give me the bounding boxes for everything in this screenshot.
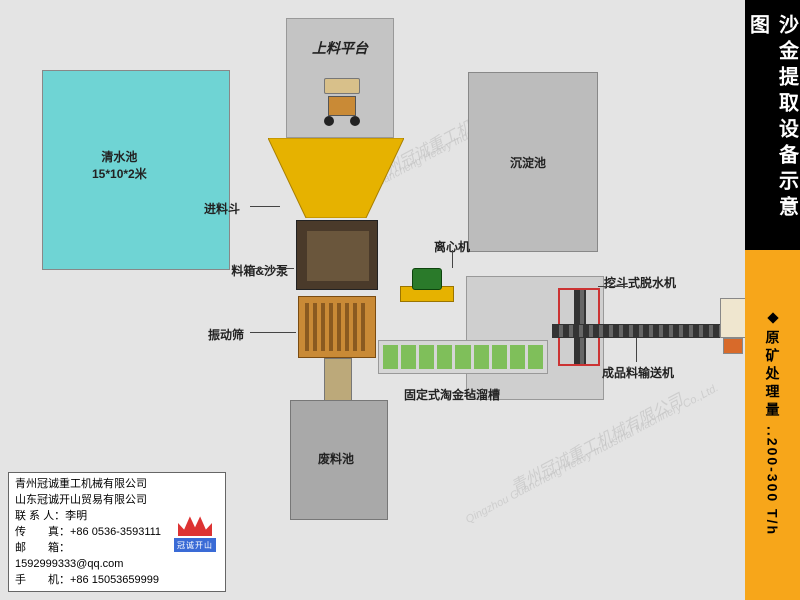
- crown-icon: [178, 514, 212, 536]
- chute: [324, 358, 352, 402]
- contact-text: 青州冠诚重工机械有限公司 山东冠诚开山贸易有限公司 联 系 人：李明 传 真：+…: [15, 477, 165, 589]
- company-1: 青州冠诚重工机械有限公司: [15, 477, 165, 493]
- diagram-subtitle: 原矿处理量 ..200-300 T/h: [745, 250, 800, 600]
- watermark: 青州冠诚重工机械有限公司: [506, 386, 687, 497]
- watermark: Qingzhou Guancheng Heavy Industrial Mach…: [464, 382, 721, 526]
- output-truck: [720, 298, 746, 356]
- leader-line: [250, 332, 296, 333]
- centrifuge: [400, 264, 454, 302]
- waste-label: 废料池: [318, 450, 354, 467]
- sediment-label: 沉淀池: [510, 154, 546, 171]
- diamond-icon: [767, 312, 778, 323]
- wheel-loader: [318, 78, 366, 128]
- company-logo: 冠诚开山: [171, 477, 219, 589]
- leader-line: [636, 338, 637, 362]
- product-conveyor: [552, 324, 726, 338]
- contact-fax-k: 传 真：: [15, 526, 70, 538]
- contact-mail-k: 邮 箱：: [15, 542, 70, 554]
- contact-fax-v: +86 0536-3593111: [70, 526, 161, 538]
- contact-phone-v: +86 15053659999: [70, 574, 159, 586]
- contact-phone-k: 手 机：: [15, 574, 70, 586]
- conveyor-label: 成品料输送机: [602, 364, 674, 381]
- sub-value: ..200-300 T/h: [765, 426, 781, 536]
- box-pump-label: 料箱&沙泵: [232, 262, 288, 279]
- contact-person-k: 联 系 人：: [15, 510, 65, 522]
- leader-line: [250, 268, 294, 269]
- vibrating-screen: [298, 296, 376, 358]
- platform-label: 上料平台: [312, 38, 368, 58]
- diagram-title: 沙金提取设备示意图: [745, 0, 800, 250]
- title-strip: 沙金提取设备示意图 原矿处理量 ..200-300 T/h: [745, 0, 800, 600]
- sluice-label: 固定式淘金毡溜槽: [404, 386, 500, 403]
- contact-card: 青州冠诚重工机械有限公司 山东冠诚开山贸易有限公司 联 系 人：李明 传 真：+…: [8, 472, 226, 592]
- feed-hopper: [268, 138, 404, 218]
- dewater-label: 挖斗式脱水机: [604, 274, 676, 291]
- contact-person-v: 李明: [65, 510, 87, 522]
- logo-text: 冠诚开山: [174, 538, 216, 552]
- clear-water-label: 清水池 15*10*2米: [92, 148, 147, 182]
- material-box-sand-pump: [296, 220, 378, 290]
- leader-line: [452, 250, 453, 268]
- contact-mail-v: 1592999333@qq.com: [15, 558, 123, 570]
- leader-line: [250, 206, 280, 207]
- gold-felt-sluice: [378, 340, 548, 374]
- sub-prefix: 原矿处理量: [763, 330, 783, 420]
- leader-line: [598, 286, 628, 287]
- company-2: 山东冠诚开山贸易有限公司: [15, 493, 165, 509]
